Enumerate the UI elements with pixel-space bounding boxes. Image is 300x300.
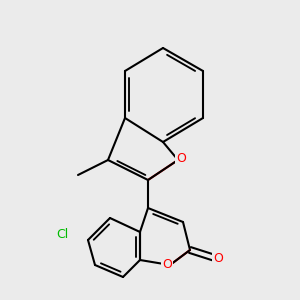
Text: O: O <box>176 152 186 165</box>
Text: O: O <box>213 251 223 265</box>
Text: O: O <box>162 259 172 272</box>
Text: Cl: Cl <box>56 229 68 242</box>
